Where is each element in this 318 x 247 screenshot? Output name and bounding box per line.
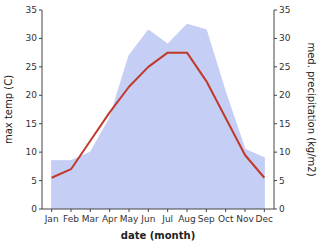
y2-tick (274, 209, 277, 210)
y2-tick-label: 0 (279, 204, 285, 214)
y2-tick-label: 35 (279, 5, 290, 15)
x-tick (245, 209, 246, 212)
y2-tick (274, 66, 277, 67)
y2-tick (274, 152, 277, 153)
y-tick (39, 10, 42, 11)
y2-tick (274, 180, 277, 181)
y-axis-line (42, 10, 43, 209)
x-axis-line (42, 209, 274, 210)
x-tick-label: Apr (102, 214, 118, 224)
x-tick-label: Aug (178, 214, 196, 224)
y2-tick-label: 25 (279, 62, 290, 72)
x-tick-label: Mar (82, 214, 99, 224)
x-tick-label: Nov (236, 214, 254, 224)
y-tick-label: 20 (26, 90, 38, 100)
y2-tick (274, 10, 277, 11)
x-tick-label: Sep (198, 214, 215, 224)
y-tick-label: 10 (26, 147, 38, 157)
y-tick (39, 95, 42, 96)
x-axis-label: date (month) (121, 230, 195, 241)
y2-axis-line (274, 10, 275, 209)
y-tick (39, 123, 42, 124)
x-tick (148, 209, 149, 212)
x-tick (225, 209, 226, 212)
x-tick-label: Jun (140, 214, 155, 224)
x-tick (71, 209, 72, 212)
y-tick-label: 5 (31, 176, 37, 186)
x-tick-label: Jan (44, 214, 59, 224)
y2-tick-label: 30 (279, 33, 291, 43)
precip-area (52, 24, 265, 209)
y2-tick-label: 10 (279, 147, 291, 157)
x-tick-label: Oct (218, 214, 234, 224)
y-tick (39, 38, 42, 39)
y-axis-label: max temp (C) (3, 75, 14, 144)
x-tick (187, 209, 188, 212)
y-tick-label: 30 (26, 33, 38, 43)
x-tick (109, 209, 110, 212)
y2-tick-label: 15 (279, 119, 290, 129)
x-tick (51, 209, 52, 212)
y2-tick-label: 20 (279, 90, 291, 100)
x-tick (206, 209, 207, 212)
y-tick-label: 35 (26, 5, 37, 15)
x-tick (129, 209, 130, 212)
x-tick (167, 209, 168, 212)
y2-tick-label: 5 (279, 176, 285, 186)
y2-axis-label: med. precipitation (kg/m2) (306, 42, 317, 176)
y2-tick (274, 38, 277, 39)
y-tick (39, 180, 42, 181)
y-tick (39, 209, 42, 210)
x-tick (90, 209, 91, 212)
y-tick-label: 0 (31, 204, 37, 214)
chart: Jan FebMarAprMayJun Jul AugSepOctNovDec 0 5 10… (0, 0, 318, 247)
y2-tick (274, 95, 277, 96)
plot-area (52, 24, 265, 209)
temp-line (52, 53, 265, 178)
x-tick-label: May (120, 214, 139, 224)
x-tick-label: Dec (256, 214, 273, 224)
y2-tick (274, 123, 277, 124)
x-tick (264, 209, 265, 212)
y-tick-label: 15 (26, 119, 37, 129)
y-tick-label: 25 (26, 62, 37, 72)
y-tick (39, 66, 42, 67)
x-tick-label: Jul (161, 214, 173, 224)
y-tick (39, 152, 42, 153)
x-tick-label: Feb (63, 214, 79, 224)
